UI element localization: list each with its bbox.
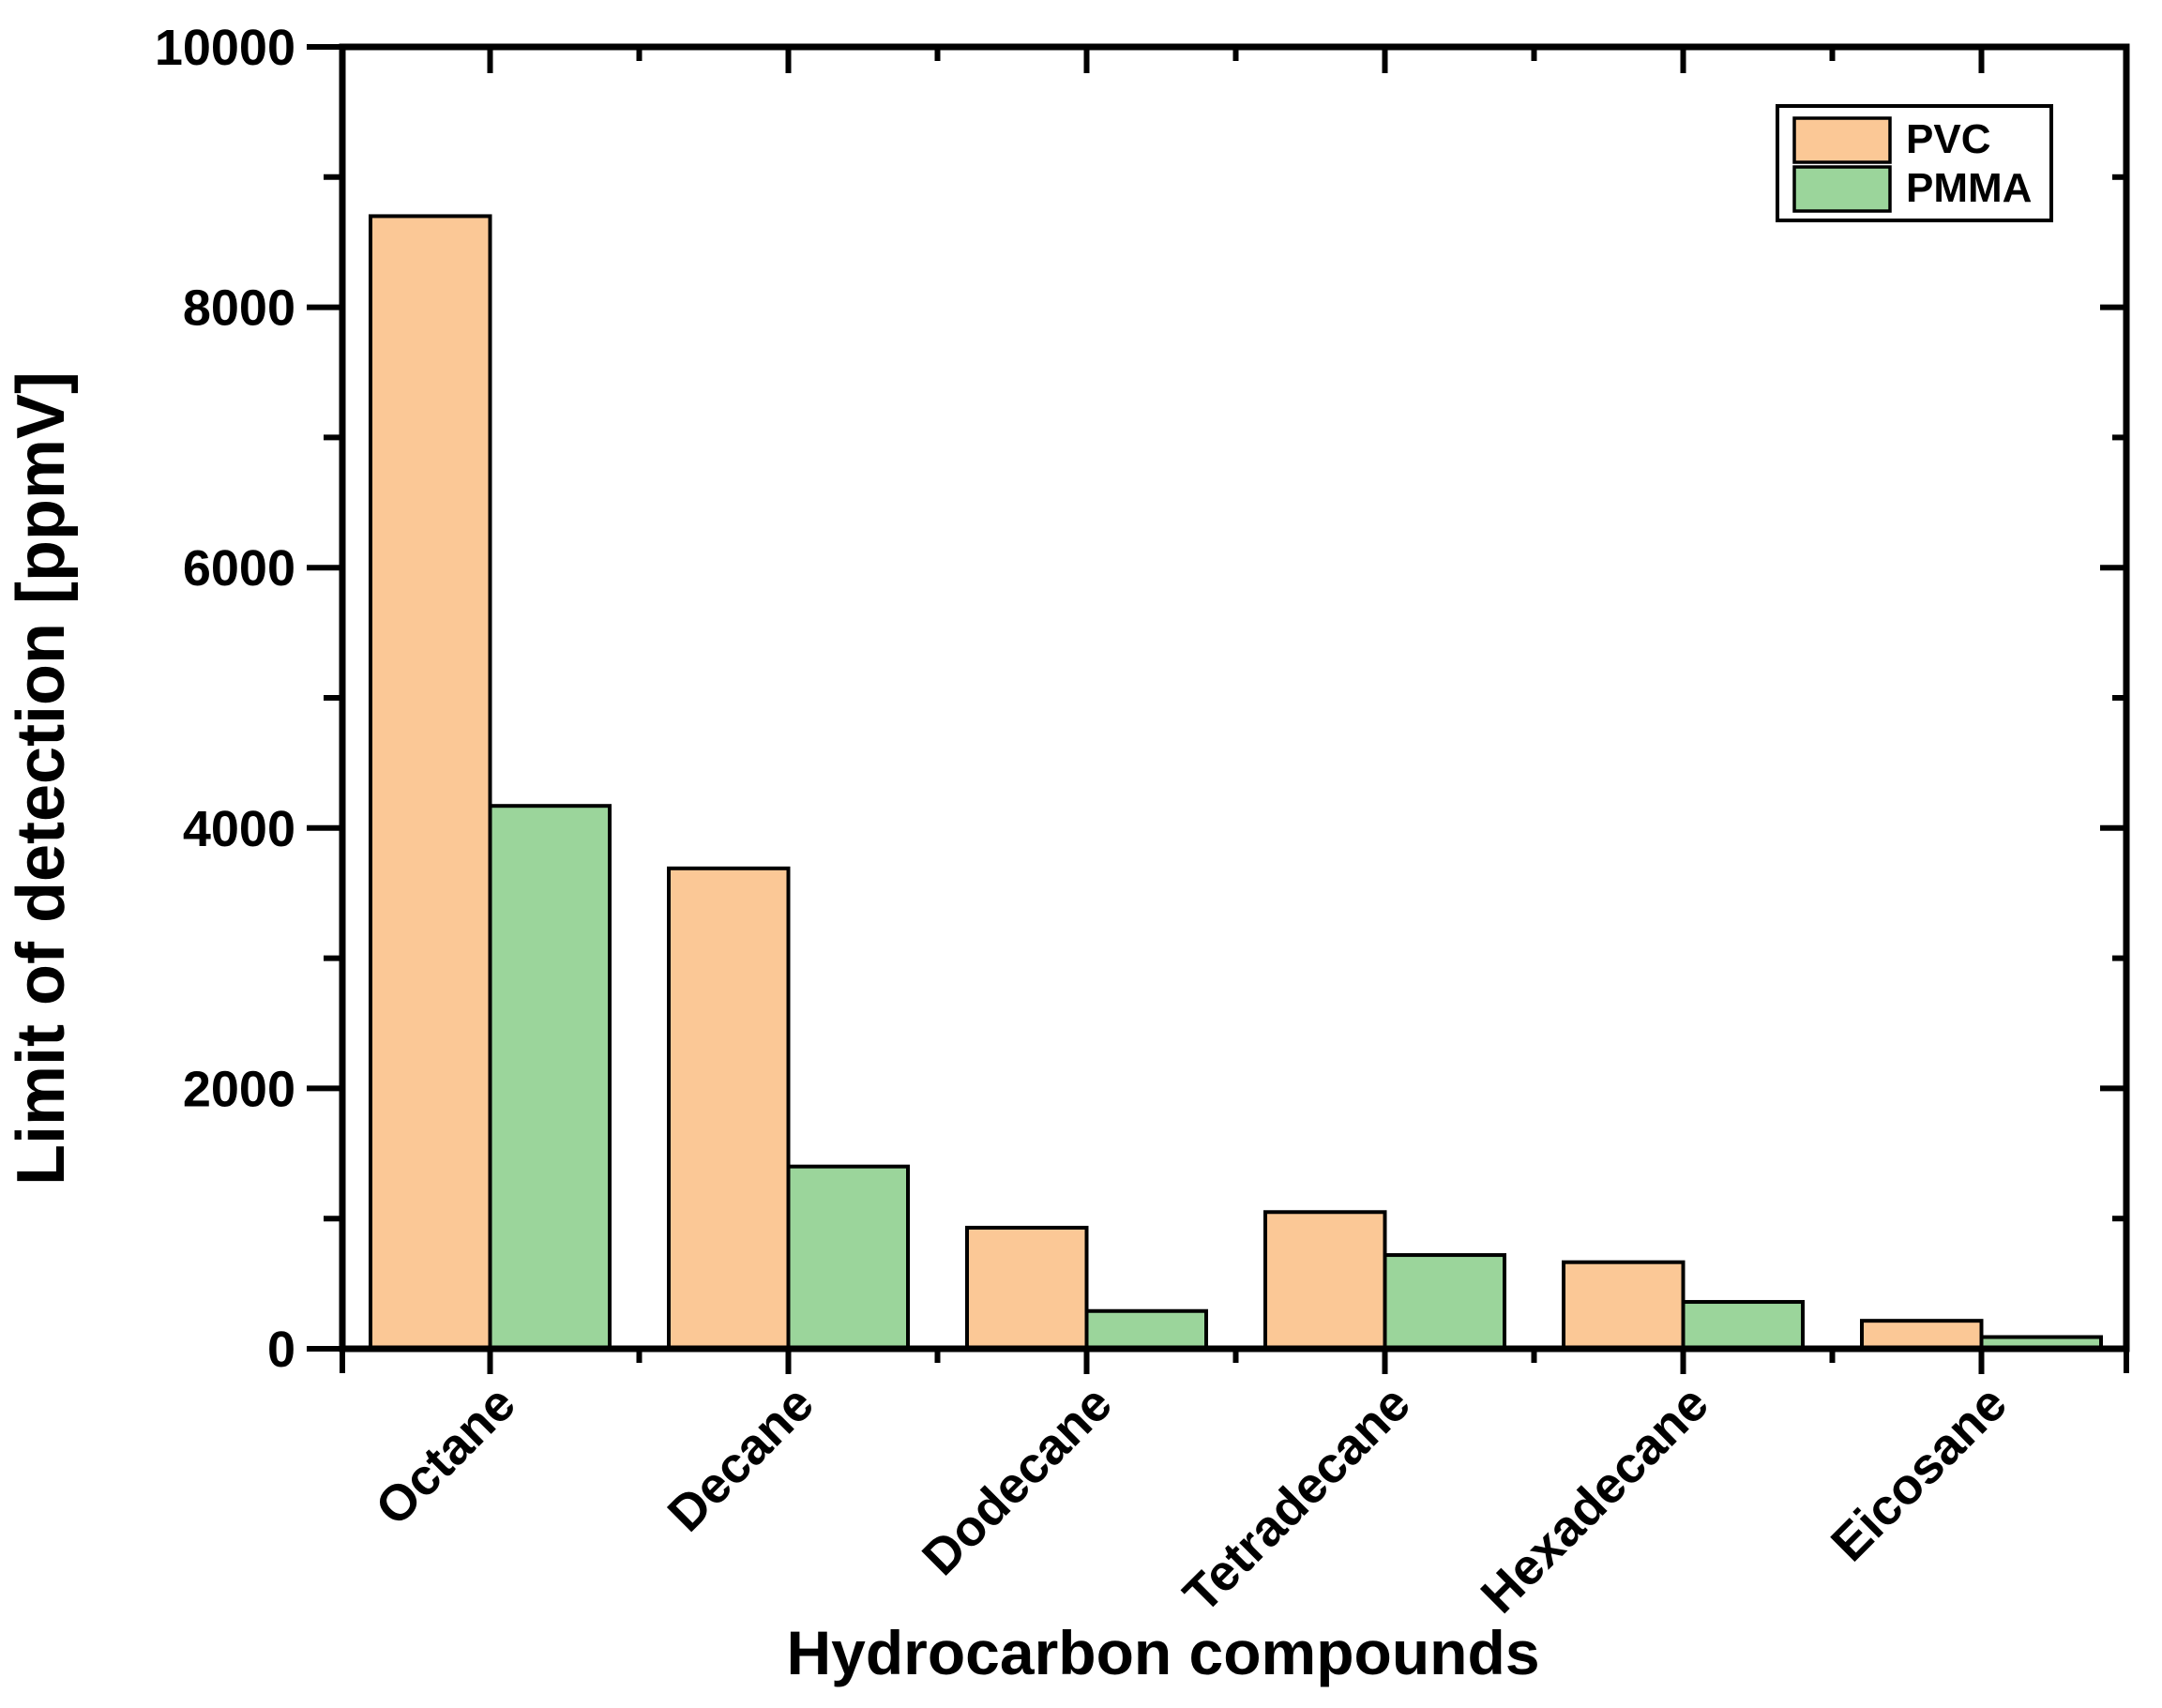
- category-label-hexadecane: Hexadecane: [1471, 1375, 1719, 1624]
- bar-octane-pmma: [488, 804, 612, 1351]
- bar-decane-pmma: [786, 1164, 910, 1352]
- bar-hexadecane-pmma: [1681, 1300, 1805, 1351]
- legend-label-pmma: PMMA: [1906, 165, 2032, 211]
- y-tick-label-2000: 2000: [183, 1061, 295, 1117]
- bar-tetradecane-pmma: [1383, 1253, 1506, 1351]
- category-label-octane: Octane: [365, 1375, 526, 1536]
- plot-frame: [339, 43, 2130, 1353]
- category-label-eicosane: Eicosane: [1821, 1375, 2018, 1572]
- y-tick-label-4000: 4000: [183, 801, 295, 857]
- bar-octane-pvc: [369, 214, 492, 1352]
- category-label-dodecane: Dodecane: [912, 1375, 1123, 1586]
- bar-dodecane-pmma: [1084, 1308, 1208, 1352]
- y-axis-title: Limit of detection [ppmV]: [4, 371, 79, 1186]
- bar-decane-pvc: [667, 866, 791, 1351]
- y-tick-label-6000: 6000: [183, 540, 295, 597]
- bar-tetradecane-pvc: [1263, 1210, 1387, 1352]
- legend-swatch-pmma: [1792, 165, 1892, 213]
- bar-eicosane-pvc: [1860, 1319, 1984, 1351]
- category-label-tetradecane: Tetradecane: [1172, 1375, 1421, 1624]
- legend-swatch-pvc: [1792, 116, 1892, 164]
- y-tick-label-10000: 10000: [155, 20, 295, 76]
- y-tick-label-0: 0: [267, 1322, 295, 1378]
- category-label-decane: Decane: [658, 1375, 824, 1542]
- x-axis-title: Hydrocarbon compounds: [786, 1618, 1539, 1687]
- bars-layer: [369, 214, 2103, 1352]
- bar-hexadecane-pvc: [1562, 1260, 1686, 1351]
- bar-dodecane-pvc: [965, 1225, 1089, 1352]
- y-tick-label-8000: 8000: [183, 280, 295, 337]
- legend-label-pvc: PVC: [1906, 116, 1990, 162]
